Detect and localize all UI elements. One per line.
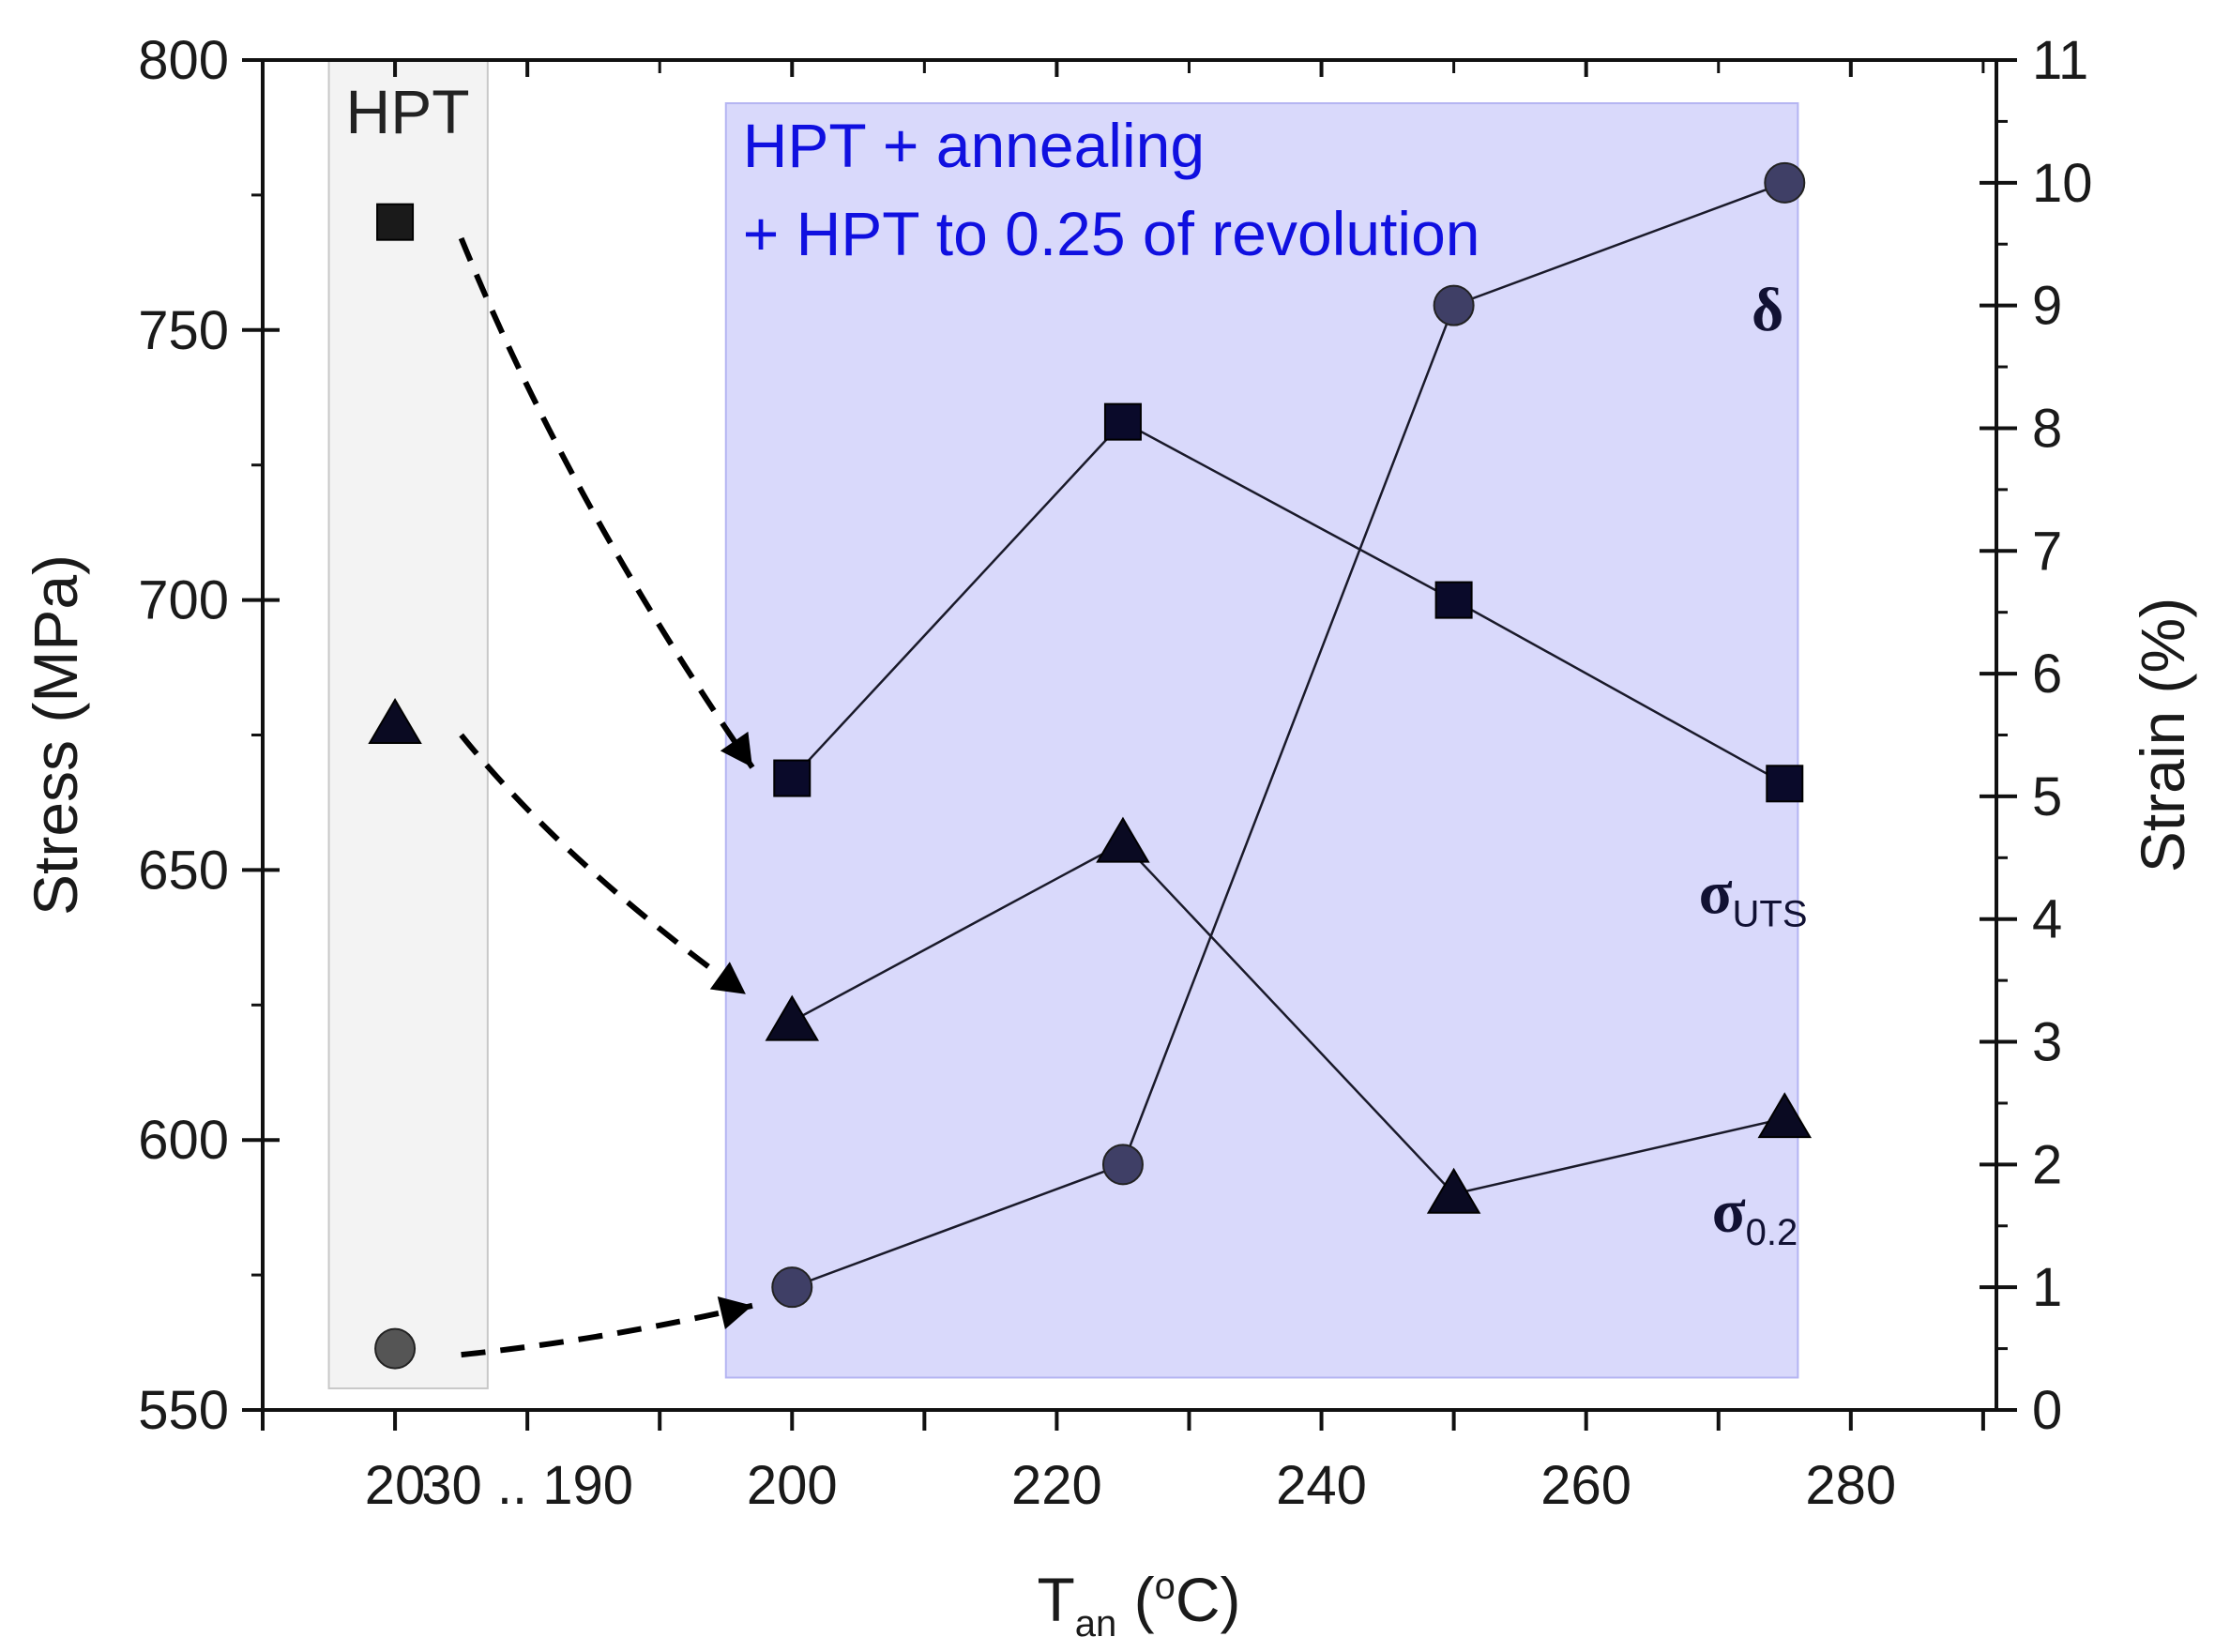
x-tick-label: 260: [1540, 1455, 1631, 1516]
dashed-arrow: [461, 1302, 753, 1358]
sigma-02-subscript: 0.2: [1746, 1212, 1798, 1253]
y-right-tick-label: 7: [2032, 521, 2062, 582]
data-point-sigma_UTS: [1766, 765, 1804, 803]
dashed-arrow-head: [717, 1296, 752, 1330]
annealing-region-label-line2: + HPT to 0.25 of revolution: [743, 199, 1480, 268]
dashed-arrow: [459, 733, 748, 997]
y-left-tick-label: 550: [138, 1380, 229, 1441]
x-axis-title: Tan (oC): [1037, 1565, 1240, 1644]
y-left-tick-label: 750: [138, 300, 229, 361]
sigma-uts-subscript: UTS: [1733, 893, 1808, 934]
y-right-tick-label: 8: [2032, 398, 2062, 459]
data-point-sigma_UTS: [1103, 402, 1142, 441]
series-label-delta: δ: [1752, 276, 1783, 344]
x-tick-label: 280: [1805, 1455, 1896, 1516]
y-right-tick-label: 1: [2032, 1257, 2062, 1318]
y-right-tick-label: 11: [2032, 30, 2088, 91]
x-tick-label: 240: [1276, 1455, 1367, 1516]
data-point-sigma_UTS: [773, 759, 812, 797]
series-line-sigma_0.2: [791, 841, 1785, 1196]
x-tick-label: 20: [365, 1455, 426, 1516]
y-left-tick-label: 600: [138, 1110, 229, 1171]
data-point-sigma_0.2: [765, 994, 820, 1041]
data-point-delta: [1433, 284, 1475, 326]
hpt-point-delta: [374, 1327, 417, 1370]
sigma-02-symbol: σ: [1712, 1177, 1746, 1246]
series-line-delta: [791, 181, 1785, 1289]
data-point-sigma_0.2: [1096, 816, 1150, 863]
y-axis-right-title: Strain (%): [2128, 598, 2197, 872]
dashed-arrow-head: [720, 731, 752, 768]
dashed-arrows: [458, 236, 755, 1358]
x-axis-title-superscript: o: [1155, 1566, 1176, 1607]
y-left-tick-label: 800: [138, 30, 229, 91]
x-axis-title-main: T: [1037, 1565, 1074, 1634]
series-lines: [791, 181, 1785, 1289]
hpt-point-sigma_UTS: [376, 203, 415, 241]
y-right-tick-label: 10: [2032, 153, 2093, 214]
data-point-sigma_0.2: [1757, 1092, 1813, 1139]
series-label-sigma-02: σ0.2: [1712, 1177, 1798, 1253]
data-markers: [368, 161, 1813, 1370]
data-point-delta: [1101, 1144, 1144, 1186]
chart-labels: HPT HPT + annealing + HPT to 0.25 of rev…: [21, 77, 2197, 1644]
annealing-region-box: [724, 102, 1799, 1379]
data-point-sigma_UTS: [1434, 581, 1473, 619]
data-point-sigma_0.2: [1426, 1167, 1481, 1214]
x-axis-title-subscript: an: [1075, 1603, 1117, 1644]
x-tick-label: 30 .. 190: [421, 1455, 633, 1516]
x-tick-label: 220: [1011, 1455, 1102, 1516]
y-right-tick-label: 2: [2032, 1134, 2062, 1195]
y-axis-left-title: Stress (MPa): [21, 554, 90, 916]
sigma-uts-symbol: σ: [1699, 858, 1733, 927]
x-tick-label: 200: [747, 1455, 838, 1516]
y-left-tick-label: 650: [138, 840, 229, 901]
y-right-tick-label: 3: [2032, 1012, 2062, 1073]
y-left-tick-label: 700: [138, 570, 229, 631]
x-axis-title-close: C): [1176, 1565, 1241, 1634]
dashed-arrow-head: [709, 962, 746, 994]
series-label-sigma-uts: σUTS: [1699, 858, 1808, 934]
data-point-delta: [771, 1266, 813, 1309]
shaded-regions: [327, 59, 1799, 1389]
data-point-delta: [1764, 161, 1806, 204]
x-axis-title-open: (: [1116, 1565, 1154, 1634]
y-right-tick-label: 6: [2032, 644, 2062, 705]
annealing-region-label-line1: HPT + annealing: [743, 111, 1205, 180]
hpt-region-label: HPT: [346, 77, 470, 146]
y-right-tick-label: 9: [2032, 276, 2062, 337]
y-right-tick-label: 0: [2032, 1380, 2062, 1441]
y-right-tick-label: 5: [2032, 766, 2062, 827]
y-right-tick-label: 4: [2032, 889, 2062, 950]
series-line-sigma_UTS: [791, 420, 1785, 785]
hpt-point-sigma_0.2: [368, 698, 422, 744]
dashed-arrow: [458, 236, 755, 769]
